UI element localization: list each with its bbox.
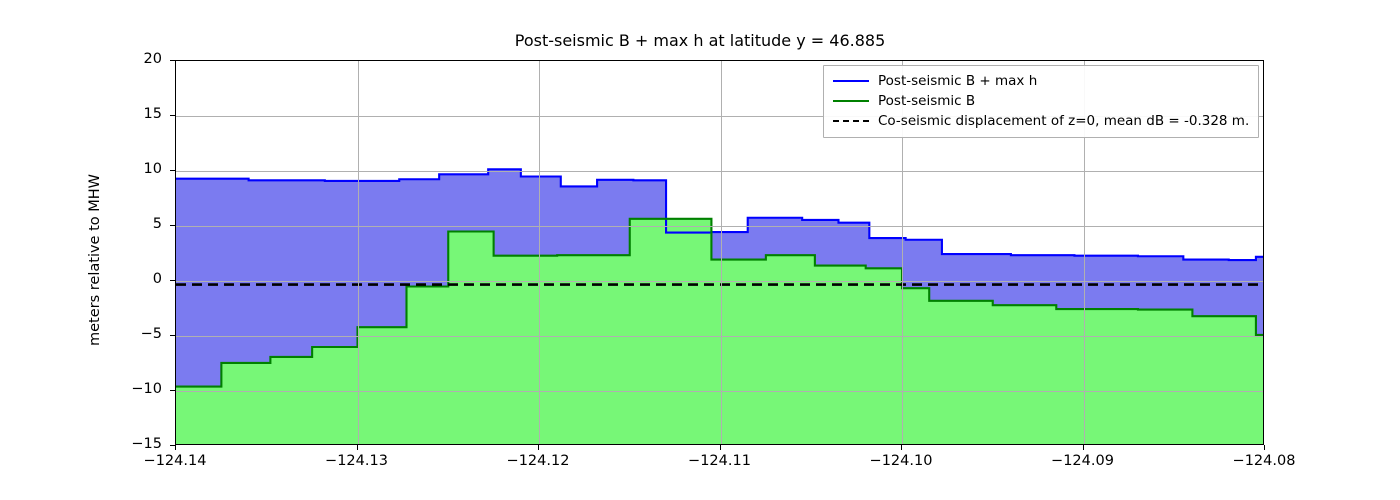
- y-tick-mark: [170, 170, 175, 172]
- gridline-horizontal: [176, 226, 1263, 227]
- x-tick-label: −124.09: [1051, 453, 1114, 469]
- gridline-vertical: [1083, 61, 1085, 444]
- gridline-vertical: [720, 61, 722, 444]
- y-tick-mark: [170, 225, 175, 227]
- x-tick-label: −124.12: [506, 453, 570, 469]
- legend-item-label: Post-seismic B: [878, 93, 976, 109]
- x-tick-mark: [1082, 445, 1084, 450]
- y-tick-label: −5: [140, 326, 162, 342]
- y-tick-mark: [170, 390, 175, 392]
- y-tick-label: 10: [143, 161, 162, 177]
- legend-swatch-icon: [833, 94, 869, 108]
- green-series-fill: [176, 218, 1263, 444]
- x-tick-mark: [356, 445, 358, 450]
- gridline-horizontal: [176, 281, 1263, 282]
- legend-swatch-icon: [833, 74, 869, 88]
- y-tick-mark: [170, 280, 175, 282]
- gridline-horizontal: [176, 116, 1263, 117]
- legend-item-label: Co-seismic displacement of z=0, mean dB …: [878, 113, 1250, 129]
- y-tick-mark: [170, 115, 175, 117]
- y-tick-label: 5: [152, 216, 162, 232]
- x-tick-label: −124.10: [869, 453, 933, 469]
- legend-item[interactable]: Co-seismic displacement of z=0, mean dB …: [833, 111, 1249, 131]
- legend-swatch-icon: [833, 114, 869, 128]
- x-tick-label: −124.08: [1232, 453, 1296, 469]
- x-tick-label: −124.14: [143, 453, 207, 469]
- chart-legend: Post-seismic B + max h Post-seismic B Co-s…: [823, 65, 1260, 138]
- gridline-vertical: [539, 61, 540, 444]
- chart-title: Post-seismic B + max h at latitude y = 4…: [514, 31, 886, 50]
- gridline-horizontal: [176, 336, 1263, 337]
- y-tick-mark: [170, 60, 175, 62]
- y-tick-mark: [170, 335, 175, 337]
- x-tick-label: −124.13: [325, 453, 388, 469]
- legend-item[interactable]: Post-seismic B + max h: [833, 71, 1249, 91]
- gridline-horizontal: [176, 171, 1263, 172]
- y-axis-label: meters relative to MHW: [87, 174, 103, 346]
- gridline-vertical: [357, 61, 359, 444]
- x-tick-label: −124.11: [688, 453, 751, 469]
- y-tick-label: 15: [143, 106, 162, 122]
- y-tick-label: −10: [131, 381, 162, 397]
- gridline-horizontal: [176, 391, 1263, 392]
- x-tick-mark: [901, 445, 903, 450]
- x-tick-mark: [1264, 445, 1266, 450]
- y-tick-label: 20: [143, 51, 162, 67]
- x-tick-mark: [175, 445, 177, 450]
- gridline-vertical: [902, 61, 903, 444]
- x-tick-mark: [719, 445, 721, 450]
- x-tick-mark: [538, 445, 540, 450]
- legend-item[interactable]: Post-seismic B: [833, 91, 1249, 111]
- blue-series-line: [176, 168, 1263, 262]
- legend-item-label: Post-seismic B + max h: [878, 73, 1038, 89]
- y-tick-mark: [170, 445, 175, 447]
- y-tick-label: −15: [131, 436, 162, 452]
- y-tick-label: 0: [152, 271, 162, 287]
